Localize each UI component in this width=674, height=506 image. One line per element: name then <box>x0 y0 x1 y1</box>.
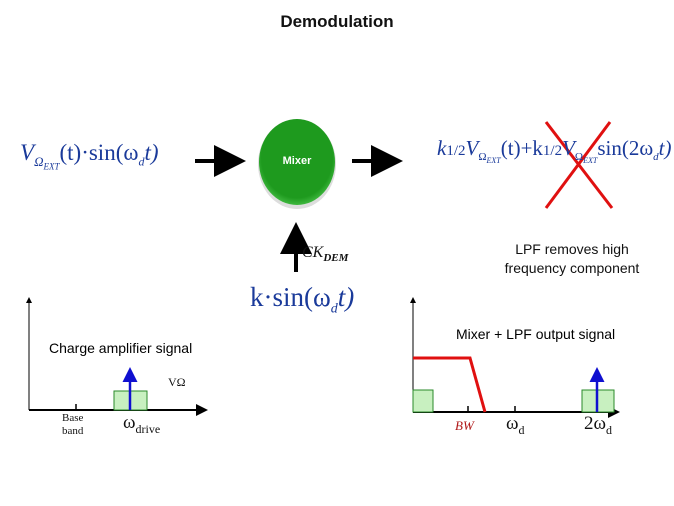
mixer-label: Mixer <box>282 155 312 167</box>
output-signal-equation: k1/2VΩEXT(t)+k1/2VΩEXTsin(2ωdt) <box>437 136 672 166</box>
lpf-note-line-2: frequency component <box>504 260 640 276</box>
baseband-label: Base band <box>62 412 84 437</box>
2wd-label: 2ωd <box>584 413 613 437</box>
lpf-note: LPF removes high frequency component <box>472 240 672 278</box>
clock-signal-text: k·sin(ω <box>250 282 331 312</box>
wd-label: ωd <box>506 413 525 437</box>
page-title: Demodulation <box>280 12 394 31</box>
drive-frequency-label: ωdrive <box>123 412 161 436</box>
clock-signal-equation: k·sin(ωdt) <box>250 282 355 317</box>
input-signal-equation: VΩEXT(t)·sin(ωdt) <box>20 140 159 172</box>
amplitude-label: VΩ <box>168 375 186 389</box>
lpf-response <box>413 356 487 413</box>
cross-line-2 <box>544 121 612 209</box>
bw-label: BW <box>455 418 474 433</box>
lpf-note-line-1: LPF removes high <box>515 241 629 257</box>
right-graph-title: Mixer + LPF output signal <box>456 326 616 342</box>
mixer-body <box>259 119 335 205</box>
clock-label: CKDEM <box>302 244 349 265</box>
baseband-box <box>412 389 434 413</box>
left-graph-title: Charge amplifier signal <box>49 340 193 356</box>
